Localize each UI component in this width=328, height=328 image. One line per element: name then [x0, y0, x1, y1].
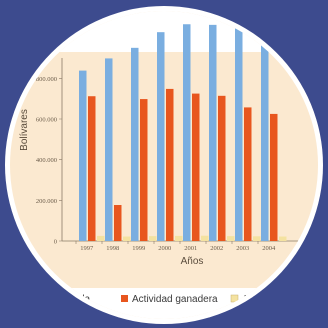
- bar-third-1997: [97, 235, 105, 241]
- y-axis-title: Bolívares: [19, 109, 30, 151]
- x-tick-label: 2002: [210, 245, 223, 252]
- bar-ganadera-1997: [88, 96, 96, 241]
- bar-agricola-2000: [157, 32, 165, 241]
- bar-ganadera-2002: [218, 95, 226, 241]
- x-tick-label: 2000: [158, 245, 171, 252]
- bar-agricola-2001: [183, 24, 191, 241]
- bar-third-2002: [227, 236, 235, 241]
- y-tick-label: 800.000: [36, 76, 57, 83]
- bar-agricola-1997: [79, 70, 87, 242]
- legend-swatch: [121, 295, 128, 302]
- y-tick-group: 0 200.000 400.000 600.000 800.000: [36, 76, 62, 246]
- x-tick-label: 2001: [184, 245, 197, 252]
- bar-agricola-2002: [209, 24, 217, 242]
- bar-ganadera-2004: [270, 113, 278, 241]
- x-tick-label: 2004: [262, 245, 276, 252]
- bar-agricola-1998: [105, 58, 113, 242]
- bar-ganadera-1999: [140, 99, 148, 241]
- bar-ganadera-2003: [244, 107, 252, 241]
- y-tick-label: 400.000: [36, 157, 57, 164]
- x-tick-group: 1997 1998 1999 2000 2001 2002 2003 2004: [75, 241, 276, 252]
- x-tick-label: 1998: [106, 245, 119, 252]
- y-tick-label: 600.000: [36, 117, 57, 124]
- bar-ganadera-2000: [166, 88, 174, 241]
- x-tick-label: 1999: [132, 245, 145, 252]
- y-tick-label: 0: [54, 239, 57, 246]
- bar-third-1998: [123, 236, 131, 241]
- bar-ganadera-2001: [192, 93, 200, 241]
- bar-third-2003: [253, 236, 261, 241]
- bar-third-2000: [175, 235, 183, 241]
- bar-agricola-2004: [261, 40, 269, 241]
- x-tick-label: 2003: [236, 245, 249, 252]
- legend-label: Actividad ganadera: [132, 294, 218, 305]
- bar-ganadera-1998: [114, 205, 122, 241]
- x-axis-title: Años: [181, 256, 204, 267]
- y-tick-label: 200.000: [36, 198, 57, 205]
- bar-third-2001: [201, 235, 209, 241]
- x-tick-label: 1997: [80, 245, 94, 252]
- bar-agricola-2003: [235, 22, 243, 242]
- bar-third-1999: [149, 236, 157, 241]
- bar-agricola-1999: [131, 47, 139, 242]
- bars-group: [79, 22, 287, 242]
- bar-third-2004: [279, 236, 287, 241]
